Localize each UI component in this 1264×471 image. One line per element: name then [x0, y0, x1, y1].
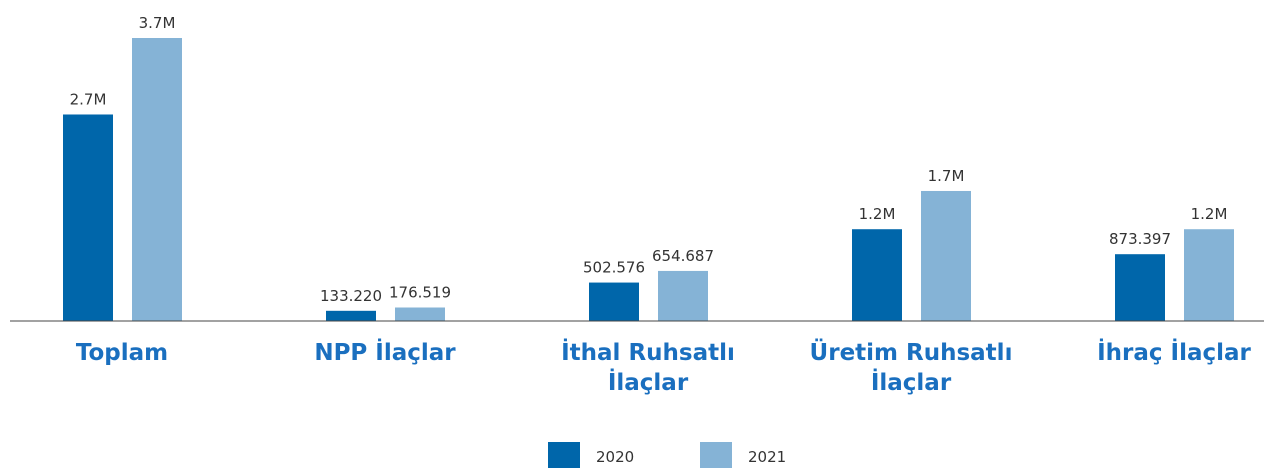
- value-label: 1.2M: [1191, 205, 1228, 223]
- value-label: 654.687: [652, 247, 714, 265]
- bar: [589, 282, 639, 321]
- bar: [395, 307, 445, 321]
- x-tick-label: NPP İlaçlar: [314, 340, 456, 366]
- bar: [326, 310, 376, 321]
- value-label: 1.7M: [928, 167, 965, 185]
- value-label: 873.397: [1109, 230, 1171, 248]
- legend-swatch: [700, 442, 732, 468]
- value-label: 3.7M: [139, 14, 176, 32]
- bar: [1184, 229, 1234, 321]
- legend-swatch: [548, 442, 580, 468]
- x-tick-label: İhraç İlaçlar: [1097, 340, 1251, 366]
- bar: [132, 38, 182, 321]
- bar: [852, 229, 902, 321]
- value-label: 133.220: [320, 287, 382, 305]
- legend-label: 2021: [748, 448, 786, 466]
- bar: [1115, 254, 1165, 321]
- bar: [658, 270, 708, 321]
- x-tick-label: Üretim Ruhsatlı İlaçlar: [809, 340, 1013, 396]
- x-tick-label: İthal Ruhsatlı İlaçlar: [561, 340, 735, 396]
- bar: [921, 190, 971, 321]
- legend-label: 2020: [596, 448, 634, 466]
- bar: [63, 114, 113, 322]
- value-label: 2.7M: [70, 90, 107, 108]
- value-label: 502.576: [583, 259, 645, 277]
- value-label: 1.2M: [859, 205, 896, 223]
- value-label: 176.519: [389, 283, 451, 301]
- x-tick-label: Toplam: [75, 340, 169, 366]
